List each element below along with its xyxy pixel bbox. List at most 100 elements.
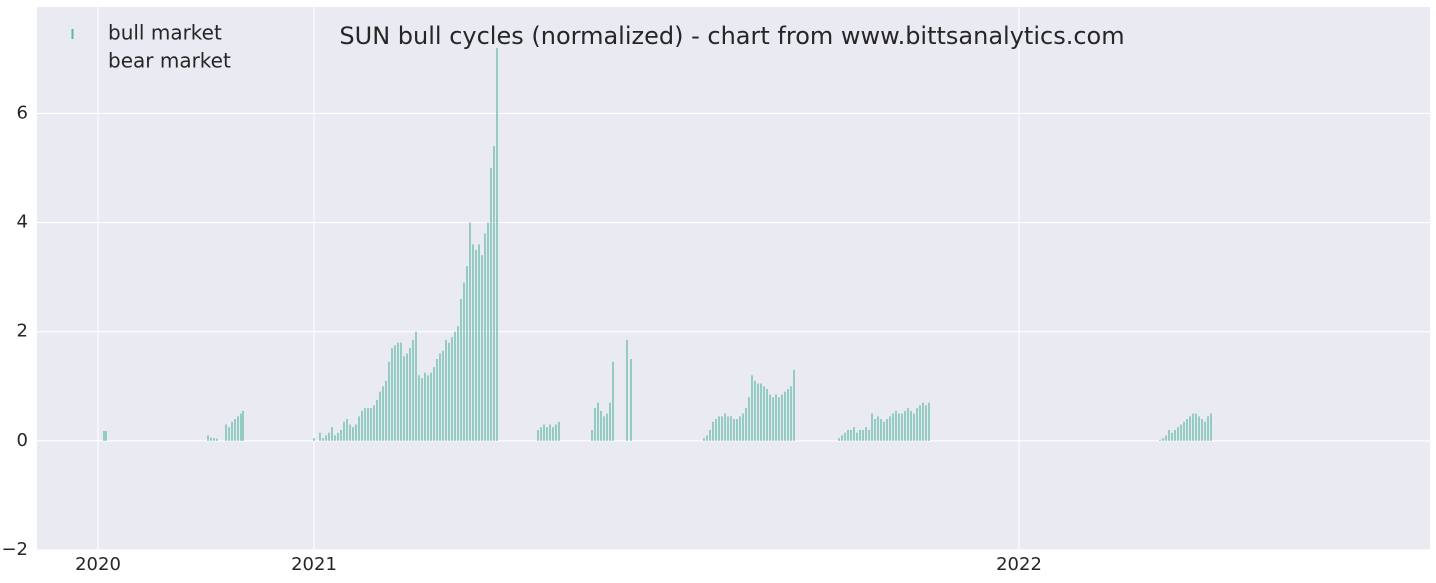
- bar: [234, 419, 236, 441]
- bar: [242, 410, 244, 441]
- bar: [493, 146, 495, 441]
- bar: [916, 408, 918, 441]
- bar: [433, 367, 435, 441]
- bar: [460, 298, 462, 441]
- bar: [1177, 427, 1179, 441]
- bar: [1201, 419, 1203, 441]
- bar: [922, 402, 924, 441]
- bar: [105, 431, 107, 441]
- bar: [394, 345, 396, 441]
- chart-title: SUN bull cycles (normalized) - chart fro…: [339, 22, 1124, 50]
- bar: [370, 408, 372, 441]
- bar: [358, 416, 360, 441]
- bar: [463, 282, 465, 441]
- bar: [555, 424, 557, 441]
- bar: [715, 419, 717, 441]
- bar: [772, 397, 774, 441]
- bar: [484, 233, 486, 441]
- bar: [379, 391, 381, 441]
- bar: [1165, 435, 1167, 441]
- bar: [540, 427, 542, 441]
- bar: [543, 424, 545, 441]
- bar: [727, 416, 729, 441]
- bar: [913, 413, 915, 441]
- bar: [409, 348, 411, 441]
- bar: [775, 394, 777, 441]
- bar: [757, 383, 759, 441]
- bar: [733, 419, 735, 441]
- bar: [874, 419, 876, 441]
- bar: [709, 429, 711, 441]
- bar: [346, 419, 348, 441]
- bar: [418, 375, 420, 441]
- bar: [630, 358, 632, 441]
- bar: [600, 410, 602, 441]
- bar: [1189, 416, 1191, 441]
- bar: [790, 386, 792, 441]
- bar: [766, 389, 768, 441]
- y-tick-label: 0: [17, 430, 28, 451]
- bar: [349, 424, 351, 441]
- bar: [397, 342, 399, 441]
- bar: [216, 438, 218, 441]
- bar: [859, 429, 861, 441]
- bar: [778, 397, 780, 441]
- bar: [334, 435, 336, 441]
- bar: [626, 339, 628, 441]
- bar: [841, 435, 843, 441]
- bar: [364, 408, 366, 441]
- bar: [853, 427, 855, 441]
- bar: [883, 421, 885, 441]
- bar: [850, 429, 852, 441]
- bar: [721, 416, 723, 441]
- bar: [868, 429, 870, 441]
- bar: [436, 358, 438, 441]
- bar: [103, 431, 105, 441]
- bar: [376, 399, 378, 441]
- bar: [1195, 413, 1197, 441]
- bar: [457, 326, 459, 441]
- bar: [325, 435, 327, 441]
- bar: [784, 391, 786, 441]
- x-tick-label: 2021: [291, 554, 337, 575]
- bar: [751, 375, 753, 441]
- bar: [781, 394, 783, 441]
- bar: [889, 416, 891, 441]
- bar: [391, 348, 393, 441]
- bar: [382, 386, 384, 441]
- legend-label: bear market: [108, 49, 231, 73]
- bar: [210, 437, 212, 441]
- bar: [451, 337, 453, 441]
- bar: [240, 413, 242, 441]
- bar: [439, 353, 441, 441]
- bar: [1180, 424, 1182, 441]
- bar: [1198, 416, 1200, 441]
- bar: [424, 372, 426, 441]
- bar: [877, 416, 879, 441]
- bar: [928, 402, 930, 441]
- bar: [1207, 416, 1209, 441]
- legend-marker: [71, 57, 74, 67]
- bar: [231, 421, 233, 441]
- bar: [328, 432, 330, 441]
- bar: [340, 429, 342, 441]
- bar: [361, 410, 363, 441]
- bar: [207, 435, 209, 441]
- bar: [1162, 438, 1164, 441]
- bar: [367, 408, 369, 441]
- bar: [712, 421, 714, 441]
- bar: [612, 361, 614, 441]
- bar: [925, 405, 927, 441]
- bar: [213, 438, 215, 441]
- bar: [597, 402, 599, 441]
- bar: [487, 222, 489, 441]
- bar: [793, 369, 795, 441]
- bar: [454, 331, 456, 441]
- x-tick-label: 2020: [75, 554, 121, 575]
- legend-marker: [71, 29, 74, 39]
- bar: [412, 339, 414, 441]
- bar: [1204, 421, 1206, 441]
- bar: [403, 356, 405, 441]
- bar: [322, 438, 324, 441]
